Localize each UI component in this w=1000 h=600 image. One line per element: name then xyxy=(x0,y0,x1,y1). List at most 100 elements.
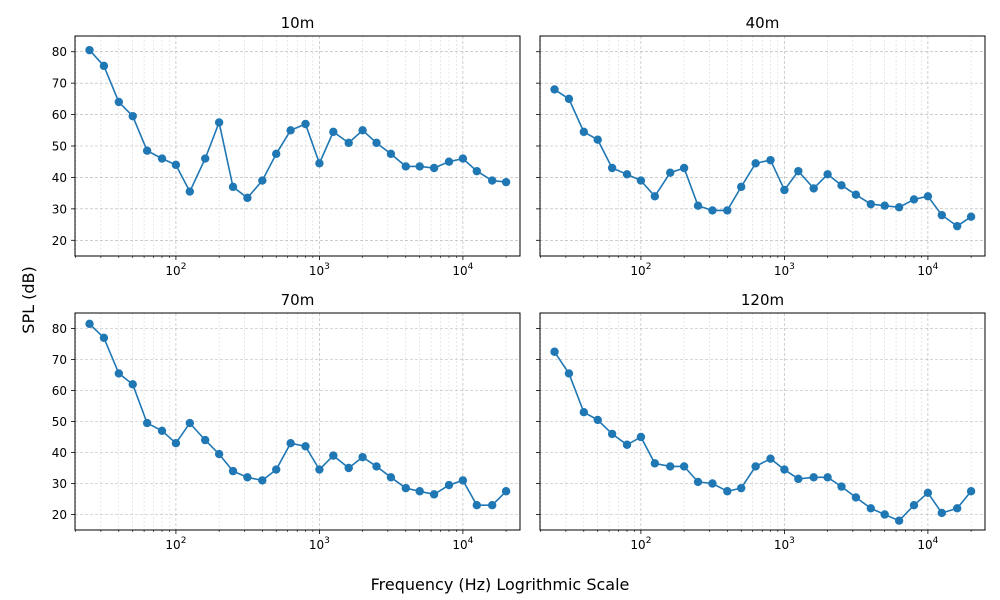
data-point xyxy=(272,149,281,159)
y-tick-label: 20 xyxy=(52,508,67,522)
data-point xyxy=(415,162,424,171)
data-point xyxy=(909,195,919,204)
data-point xyxy=(386,149,396,159)
data-point xyxy=(85,319,94,329)
data-point xyxy=(579,408,589,417)
data-point xyxy=(866,199,875,209)
x-tick-label: 102 xyxy=(165,262,186,278)
data-point xyxy=(501,177,511,187)
data-point xyxy=(880,510,889,519)
data-point xyxy=(622,170,632,179)
data-point xyxy=(372,462,381,471)
panel-1: 102 103 104 20 30 40 50 60 70 80 10m xyxy=(52,14,521,278)
data-point xyxy=(650,459,660,468)
data-point xyxy=(487,501,497,510)
data-point xyxy=(780,465,789,474)
x-tick-label: 102 xyxy=(630,262,651,278)
x-tick-label: 104 xyxy=(917,536,938,552)
data-point xyxy=(894,516,904,525)
data-point xyxy=(794,166,803,176)
data-point xyxy=(636,432,646,442)
x-tick-label: 102 xyxy=(165,536,186,552)
data-point xyxy=(593,135,602,144)
data-point xyxy=(157,426,167,435)
data-point xyxy=(444,480,454,490)
data-point xyxy=(99,61,109,71)
data-point xyxy=(344,138,353,148)
data-point xyxy=(880,201,889,210)
data-point xyxy=(564,94,574,104)
data-point xyxy=(952,504,962,513)
data-point xyxy=(401,483,410,493)
data-point xyxy=(937,210,947,220)
data-point xyxy=(809,184,818,193)
data-point xyxy=(894,203,904,212)
data-point xyxy=(823,170,832,179)
data-point xyxy=(315,465,324,474)
data-point xyxy=(201,154,210,163)
data-point xyxy=(472,166,482,176)
y-tick-label: 70 xyxy=(52,353,67,367)
x-tick-label: 104 xyxy=(452,262,473,278)
data-point xyxy=(501,487,511,496)
axes-frame xyxy=(539,35,986,257)
x-tick-label: 103 xyxy=(309,536,330,552)
data-point xyxy=(128,111,137,121)
x-tick-label: 104 xyxy=(452,536,473,552)
data-point xyxy=(243,473,252,482)
data-point xyxy=(708,206,717,215)
data-point xyxy=(564,369,574,378)
y-tick-label: 50 xyxy=(52,415,67,429)
data-point xyxy=(923,488,933,497)
data-point xyxy=(823,473,832,482)
x-tick-label: 103 xyxy=(309,262,330,278)
data-point xyxy=(723,487,732,496)
data-point xyxy=(185,187,195,196)
axes-frame xyxy=(539,312,986,531)
data-point xyxy=(286,439,295,448)
x-tick-label: 104 xyxy=(917,262,938,278)
data-point xyxy=(358,452,367,462)
y-tick-label: 40 xyxy=(52,171,67,185)
y-tick-label: 30 xyxy=(52,477,67,491)
data-point xyxy=(851,493,861,502)
data-point xyxy=(415,487,424,496)
y-tick-label: 40 xyxy=(52,446,67,460)
data-point xyxy=(142,146,152,155)
panel-3: 102 103 104 20 30 40 50 60 70 80 70m xyxy=(52,291,521,552)
data-point xyxy=(272,465,281,474)
x-tick-label: 103 xyxy=(774,536,795,552)
data-point xyxy=(301,442,310,451)
y-tick-label: 20 xyxy=(52,234,67,248)
data-point xyxy=(214,449,224,459)
data-point xyxy=(751,462,760,471)
data-point xyxy=(966,212,976,221)
data-point xyxy=(358,126,367,135)
data-point xyxy=(128,380,137,389)
data-point xyxy=(766,155,775,165)
data-point xyxy=(157,154,167,163)
axes-frame xyxy=(74,35,521,257)
data-point xyxy=(487,176,497,185)
data-point xyxy=(228,466,238,476)
y-tick-label: 30 xyxy=(52,202,67,216)
data-point xyxy=(607,163,617,173)
data-point xyxy=(99,333,109,342)
data-point xyxy=(444,157,454,166)
data-point xyxy=(794,474,803,484)
data-point xyxy=(751,159,760,168)
data-point xyxy=(85,45,94,55)
data-point xyxy=(550,85,559,94)
data-point xyxy=(708,479,717,488)
data-point xyxy=(607,429,617,439)
x-tick-label: 103 xyxy=(774,262,795,278)
x-tick-label: 102 xyxy=(630,536,651,552)
data-point xyxy=(171,439,181,448)
x-axis-label: Frequency (Hz) Logrithmic Scale xyxy=(371,575,630,594)
data-point xyxy=(329,451,338,460)
data-point xyxy=(766,454,775,463)
data-point xyxy=(472,501,482,510)
data-point xyxy=(837,181,846,190)
data-point xyxy=(809,473,818,482)
